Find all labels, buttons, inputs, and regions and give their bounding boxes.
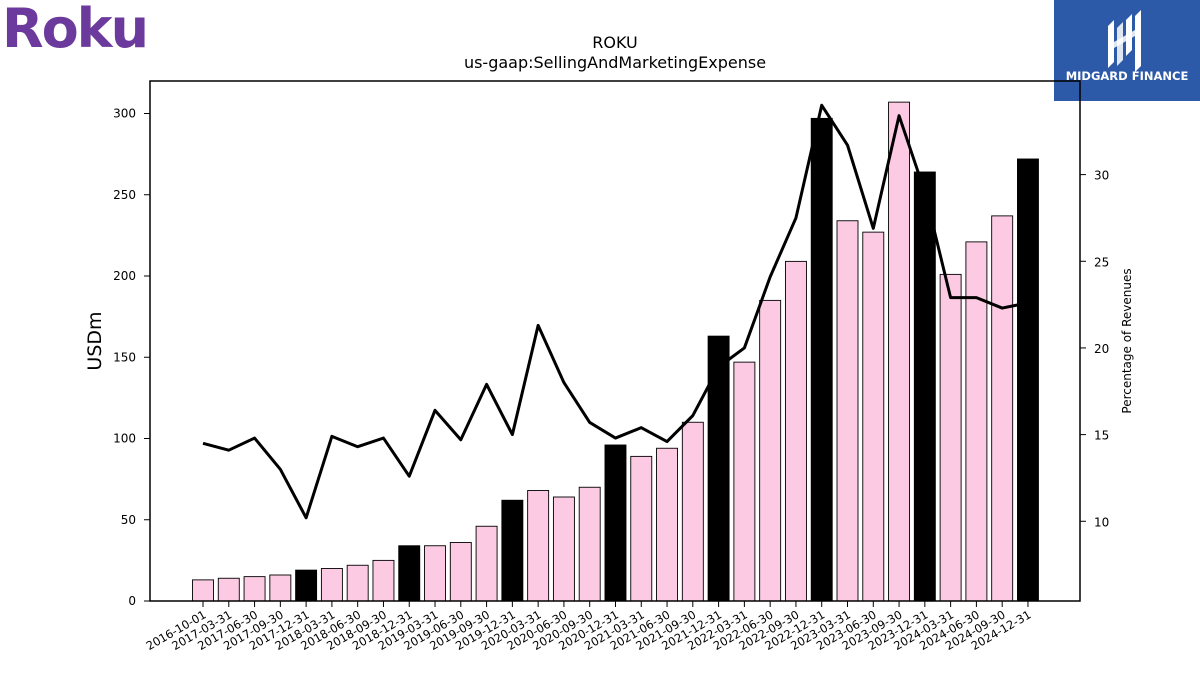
- y-tick-label: 100: [113, 432, 136, 446]
- midgard-finance-logo: MIDGARD FINANCE: [1054, 0, 1200, 101]
- y-tick-label: 250: [113, 188, 136, 202]
- y2-tick-label: 10: [1094, 515, 1109, 529]
- bar: [681, 421, 704, 602]
- bar: [552, 496, 575, 602]
- bar: [630, 455, 653, 602]
- y-axis-label: USDm: [84, 311, 106, 370]
- bar: [836, 220, 859, 602]
- bar: [475, 525, 498, 602]
- bar: [424, 545, 446, 602]
- bar: [398, 545, 421, 602]
- bar: [810, 117, 833, 602]
- bar: [604, 444, 627, 602]
- bar: [217, 577, 240, 602]
- midgard-logo-text: MIDGARD FINANCE: [1066, 69, 1189, 83]
- y-tick-label: 150: [113, 350, 136, 364]
- y2-tick-label: 20: [1094, 342, 1109, 356]
- bar: [939, 273, 962, 602]
- bar: [295, 569, 318, 602]
- y2-tick-label: 30: [1094, 169, 1109, 183]
- bar: [269, 574, 292, 602]
- y2-axis-label: Percentage of Revenues: [1120, 268, 1134, 413]
- bar: [656, 447, 678, 602]
- roku-logo-text: Roku: [2, 0, 147, 56]
- bar: [759, 299, 782, 602]
- bar: [372, 559, 395, 602]
- bar: [913, 171, 936, 602]
- bar: [888, 101, 911, 602]
- chart-title: ROKU: [592, 33, 637, 52]
- y2-tick-label: 15: [1094, 429, 1109, 443]
- bar: [784, 260, 807, 602]
- bar: [320, 568, 343, 602]
- chart-subtitle: us-gaap:SellingAndMarketingExpense: [464, 53, 766, 72]
- bar: [707, 335, 730, 602]
- bar: [1017, 158, 1039, 602]
- bar: [578, 486, 601, 602]
- y-tick-label: 200: [113, 269, 136, 283]
- y-tick-label: 50: [121, 513, 136, 527]
- bar: [733, 361, 756, 602]
- y-tick-label: 0: [128, 594, 136, 608]
- bar: [991, 215, 1014, 602]
- y2-tick-label: 25: [1094, 255, 1109, 269]
- bar: [862, 231, 885, 602]
- y-tick-label: 300: [113, 107, 136, 121]
- series-line: [202, 103, 1029, 520]
- roku-logo: Roku: [2, 0, 152, 60]
- plot-area: 05010015020025030010152025302016-10-0120…: [113, 80, 1109, 653]
- bar: [192, 579, 214, 602]
- bar: [449, 542, 472, 602]
- bar: [501, 499, 524, 602]
- bar: [243, 576, 266, 602]
- midgard-emblem-icon: [1108, 10, 1141, 72]
- bar: [965, 241, 988, 602]
- bar: [346, 564, 369, 602]
- bar: [527, 490, 550, 602]
